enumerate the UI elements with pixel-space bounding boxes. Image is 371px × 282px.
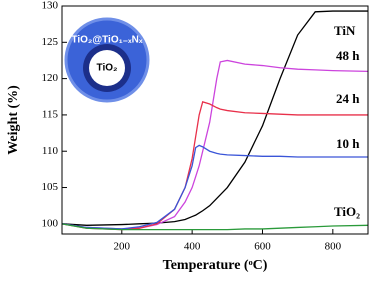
inset-outer-label: TiO₂@TiO₁₋ₓNₓ	[71, 35, 142, 46]
x-tick-label: 200	[114, 241, 131, 253]
x-axis-label: Temperature (ᵒC)	[163, 258, 268, 273]
line-series	[61, 101, 368, 231]
line-series	[61, 223, 369, 231]
series-label: 48 h	[336, 48, 360, 63]
line-series	[61, 144, 368, 230]
series-label: TiN	[334, 23, 356, 38]
x-tick-label: 400	[184, 241, 201, 253]
x-tick-label: 600	[254, 241, 271, 253]
y-tick-label: 110	[42, 145, 59, 157]
y-tick-label: 120	[42, 72, 59, 84]
x-tick-label: 800	[325, 241, 342, 253]
inset-inner-label: TiO₂	[97, 63, 118, 74]
series-label: 10 h	[336, 136, 360, 151]
plot-frame	[61, 5, 369, 235]
y-axis-label: Weight (%)	[6, 85, 21, 155]
inset: TiO₂@TiO₁₋ₓNₓ TiO₂	[64, 17, 150, 103]
y-tick-label: 115	[42, 108, 59, 120]
y-tick-label: 125	[42, 36, 59, 48]
inset-outer-rim	[64, 17, 150, 103]
y-tick-label: 105	[42, 181, 59, 193]
series-label: 24 h	[336, 91, 360, 106]
line-series	[61, 10, 368, 226]
y-tick-label: 100	[42, 217, 59, 229]
series-label: TiO₂	[334, 204, 360, 219]
y-tick-label: 130	[42, 0, 59, 12]
inset-core	[89, 50, 125, 86]
